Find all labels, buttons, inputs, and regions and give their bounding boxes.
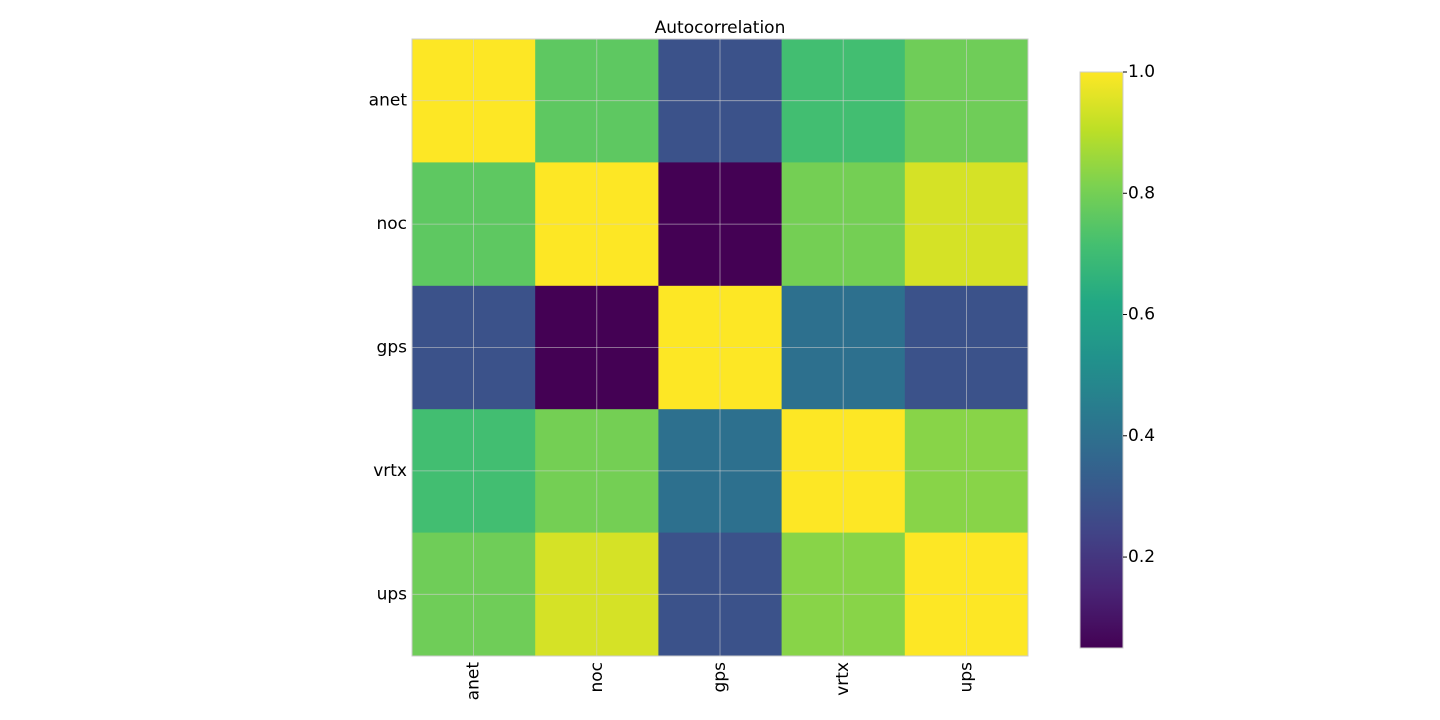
colorbar-tick-label: 1.0 bbox=[1128, 62, 1155, 82]
x-tick-label-anet: anet bbox=[464, 662, 484, 701]
colorbar-tick-labels: 0.2 0.4 0.6 0.8 1.0 bbox=[1123, 62, 1155, 567]
y-tick-label-vrtx: vrtx bbox=[373, 461, 407, 481]
x-tick-label-ups: ups bbox=[956, 662, 976, 693]
x-tick-label-vrtx: vrtx bbox=[833, 662, 853, 696]
y-tick-label-ups: ups bbox=[377, 584, 408, 604]
y-tick-label-noc: noc bbox=[376, 214, 407, 234]
colorbar-tick-label: 0.6 bbox=[1128, 305, 1155, 325]
colorbar-tick-label: 0.8 bbox=[1128, 183, 1155, 203]
grid-lines bbox=[412, 39, 1028, 656]
y-axis-tick-labels: anet noc gps vrtx ups bbox=[369, 91, 408, 605]
chart-title: Autocorrelation bbox=[655, 18, 786, 38]
colorbar: 0.2 0.4 0.6 0.8 1.0 bbox=[1079, 62, 1155, 649]
colorbar-tick-label: 0.4 bbox=[1128, 426, 1155, 446]
x-tick-label-gps: gps bbox=[710, 662, 730, 693]
axes-frame bbox=[411, 38, 1029, 657]
y-tick-label-anet: anet bbox=[369, 91, 408, 111]
x-tick-label-noc: noc bbox=[587, 662, 607, 693]
colorbar-gradient bbox=[1079, 71, 1124, 649]
x-axis-tick-labels: anet noc gps vrtx ups bbox=[464, 662, 977, 701]
colorbar-tick-label: 0.2 bbox=[1128, 547, 1155, 567]
y-tick-label-gps: gps bbox=[377, 338, 408, 358]
